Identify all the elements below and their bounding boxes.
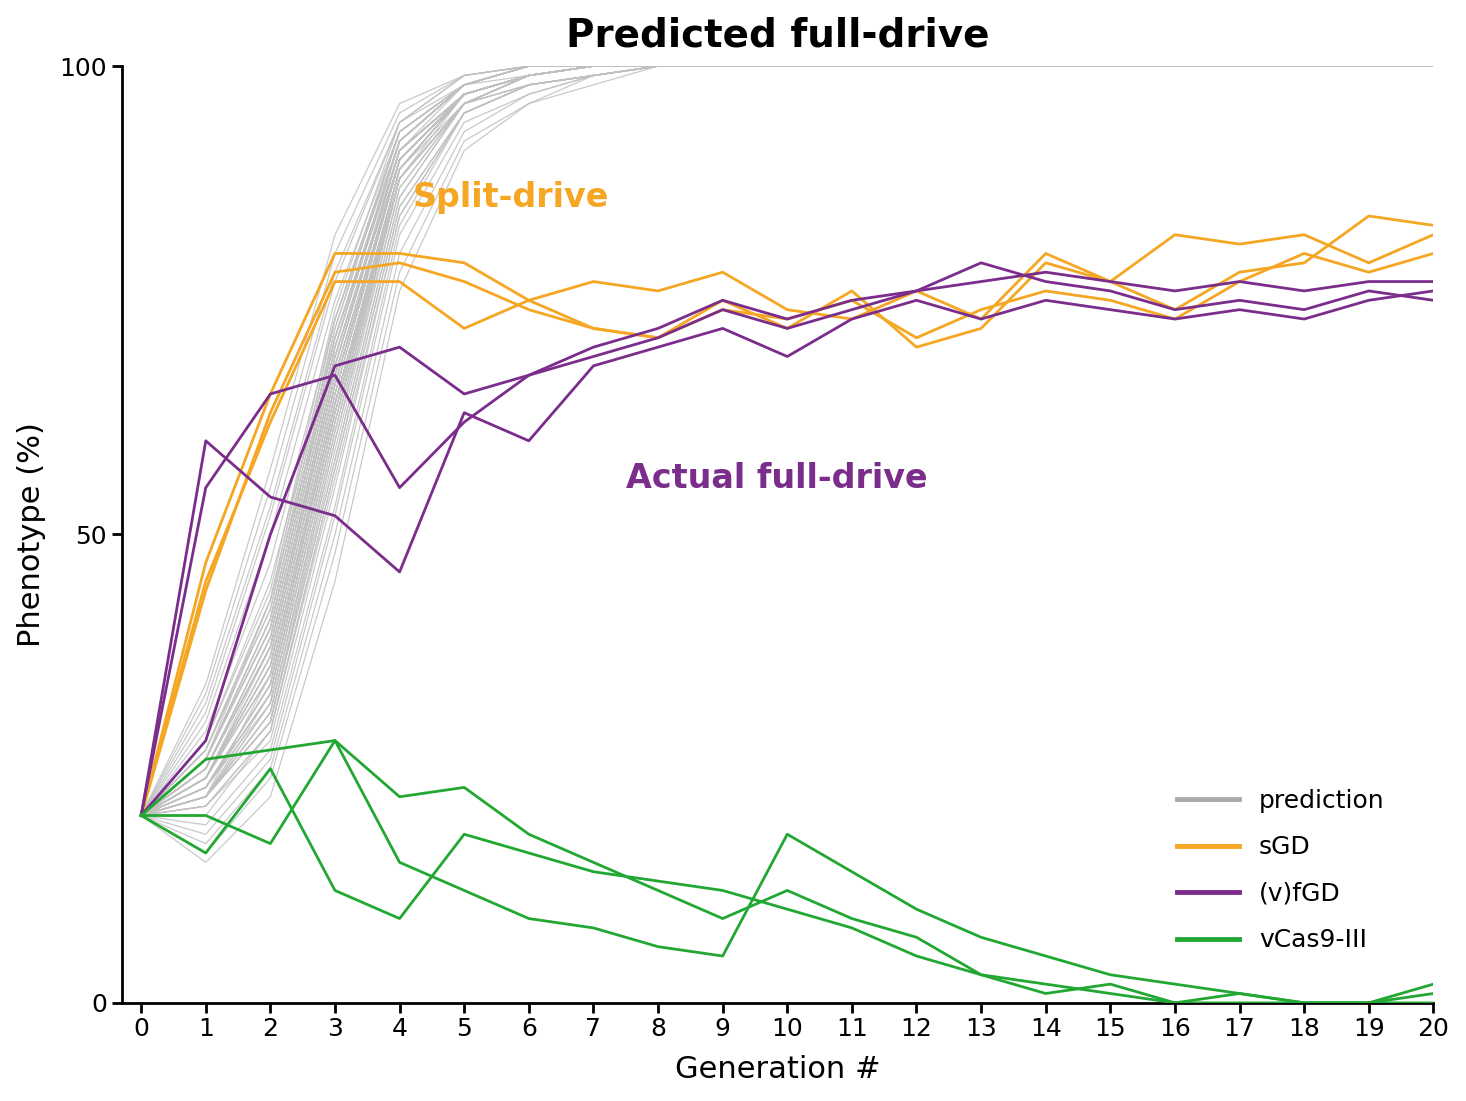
Title: Predicted full-drive: Predicted full-drive	[566, 17, 990, 55]
Text: Split-drive: Split-drive	[412, 181, 608, 214]
Y-axis label: Phenotype (%): Phenotype (%)	[16, 422, 45, 647]
Text: Actual full-drive: Actual full-drive	[626, 461, 928, 494]
X-axis label: Generation #: Generation #	[674, 1056, 881, 1084]
Legend: prediction, sGD, (v)fGD, vCas9-III: prediction, sGD, (v)fGD, vCas9-III	[1167, 778, 1394, 962]
